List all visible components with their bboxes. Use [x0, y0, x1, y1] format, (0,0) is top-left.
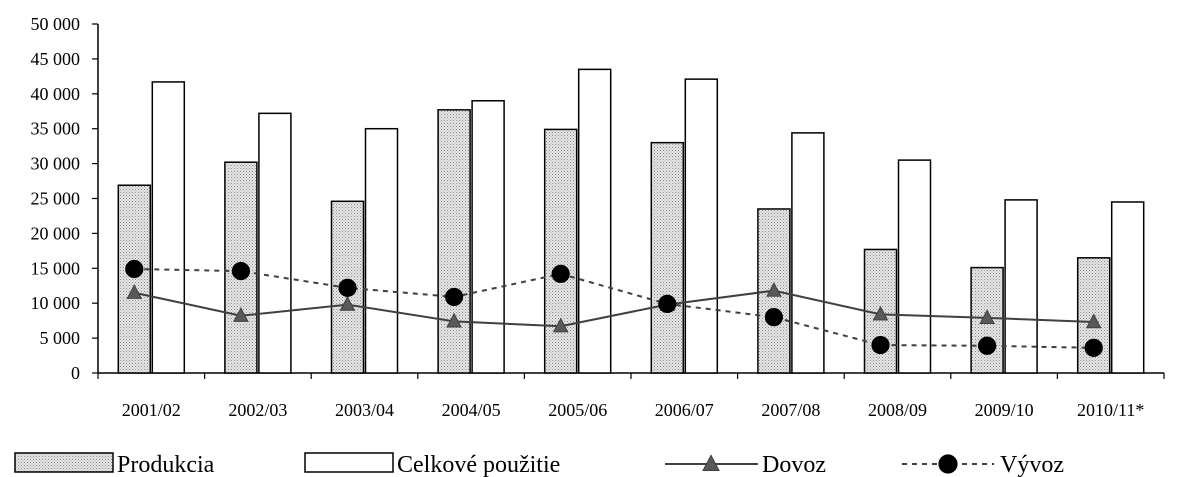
y-tick-label: 30 000 [31, 154, 81, 174]
bar-celkove-pouzitie [151, 81, 186, 374]
x-tick-label: 2009/10 [975, 400, 1034, 420]
legend-label-produkcia: Produkcia [117, 452, 215, 477]
y-tick-label: 35 000 [31, 119, 81, 139]
bar-celkove-pouzitie [897, 159, 932, 374]
point-dovoz [1085, 313, 1102, 329]
point-dovoz [552, 317, 569, 333]
point-dovoz [872, 305, 889, 321]
legend: Produkcia Celkové použitie Dovoz Vývoz [14, 452, 1064, 477]
y-tick-label: 20 000 [31, 223, 81, 243]
y-tick-label: 10 000 [31, 293, 81, 313]
point-vyvoz [658, 294, 677, 313]
point-vyvoz [977, 336, 997, 355]
point-dovoz [339, 295, 356, 311]
bar-celkove-pouzitie [364, 127, 399, 374]
point-vyvoz [231, 261, 250, 281]
legend-marker-vyvoz [938, 454, 958, 474]
bar-celkove-pouzitie [577, 68, 612, 374]
bar-produkcia [543, 128, 578, 374]
line-dovoz [134, 289, 1094, 328]
x-tick-label: 2002/03 [228, 400, 287, 420]
point-vyvoz [871, 335, 890, 355]
x-tick-label: 2010/11* [1077, 400, 1144, 420]
y-tick-label: 45 000 [31, 49, 81, 69]
bar-produkcia [437, 109, 471, 374]
point-vyvoz [551, 264, 570, 283]
x-tick-label: 2005/06 [548, 400, 607, 420]
point-vyvoz [764, 308, 784, 327]
point-dovoz [446, 312, 462, 328]
y-tick-label: 25 000 [31, 189, 81, 209]
bar-celkove-pouzitie [471, 100, 505, 374]
legend-swatch-celkove-pouzitie [304, 452, 394, 473]
bar-produkcia [117, 184, 152, 374]
y-tick-label: 15 000 [31, 258, 81, 278]
point-vyvoz [338, 278, 357, 297]
point-dovoz [979, 309, 995, 325]
legend-label-celkove-pouzitie: Celkové použitie [397, 452, 560, 477]
bar-produkcia [757, 208, 791, 374]
x-tick-label: 2006/07 [655, 400, 714, 420]
bar-produkcia [650, 141, 685, 374]
legend-label-dovoz: Dovoz [762, 452, 826, 477]
bar-celkove-pouzitie [791, 132, 825, 374]
bar-celkove-pouzitie [258, 112, 292, 374]
point-dovoz [233, 307, 249, 322]
x-tick-label: 2003/04 [335, 400, 394, 420]
legend-swatch-produkcia [14, 452, 114, 473]
x-tick-label: 2001/02 [122, 400, 181, 420]
point-dovoz [126, 284, 143, 299]
bar-celkove-pouzitie [684, 78, 719, 374]
y-tick-label: 0 [71, 363, 80, 383]
point-vyvoz [125, 259, 144, 279]
x-tick-label: 2007/08 [761, 400, 820, 420]
line-vyvoz [134, 267, 1094, 349]
point-vyvoz [445, 287, 464, 307]
y-tick-label: 50 000 [31, 14, 81, 34]
bar-celkove-pouzitie [1004, 199, 1038, 374]
legend-label-vyvoz: Vývoz [1000, 452, 1064, 477]
point-vyvoz [1084, 338, 1103, 357]
x-tick-label: 2004/05 [442, 400, 501, 420]
y-tick-label: 40 000 [31, 84, 81, 104]
x-tick-label: 2008/09 [868, 400, 927, 420]
legend-marker-dovoz [702, 454, 720, 471]
bar-celkove-pouzitie [1110, 201, 1145, 374]
y-tick-label: 5 000 [40, 328, 81, 348]
point-dovoz [766, 282, 782, 297]
